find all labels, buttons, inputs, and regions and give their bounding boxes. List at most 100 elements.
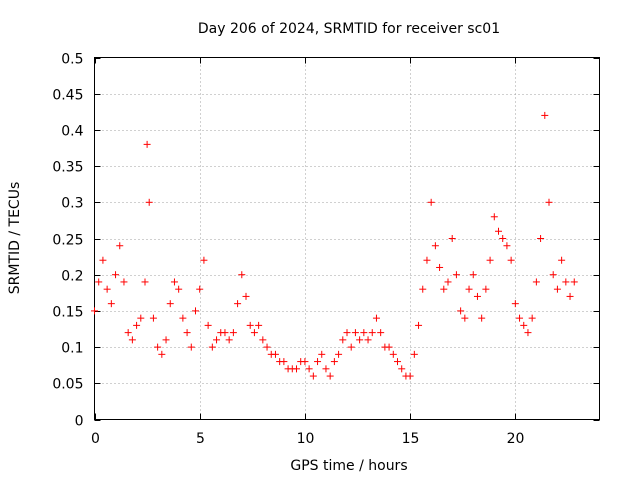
data-point: [175, 285, 183, 293]
grid: [94, 57, 600, 420]
x-tick-label: 0: [91, 431, 100, 447]
data-point: [423, 256, 431, 264]
y-tick-label: 0.05: [52, 377, 83, 393]
data-point: [566, 292, 574, 300]
data-point: [158, 350, 166, 358]
data-point: [465, 285, 473, 293]
data-point: [558, 256, 566, 264]
data-point: [238, 271, 246, 279]
data-point: [141, 278, 149, 286]
data-point: [99, 256, 107, 264]
data-points: [91, 111, 578, 380]
data-point: [200, 256, 208, 264]
data-point: [166, 300, 174, 308]
y-tick-labels: 0 0.05 0.1 0.15 0.2 0.25 0.3 0.35 0.4 0.45 0.5: [52, 52, 83, 430]
data-point: [398, 365, 406, 373]
plot-frame: [94, 57, 600, 420]
x-axis-label: GPS time / hours: [290, 458, 407, 474]
data-point: [356, 336, 364, 344]
data-point: [305, 365, 313, 373]
data-point: [162, 336, 170, 344]
data-point: [318, 350, 326, 358]
data-point: [461, 314, 469, 322]
data-point: [95, 278, 103, 286]
data-point: [415, 321, 423, 329]
data-point: [213, 336, 221, 344]
y-tick-label: 0: [75, 414, 84, 430]
data-point: [204, 321, 212, 329]
data-point: [263, 343, 271, 351]
data-point: [221, 329, 229, 337]
data-point: [183, 329, 191, 337]
data-point: [225, 336, 233, 344]
data-point: [440, 285, 448, 293]
data-point: [360, 329, 368, 337]
data-point: [406, 372, 414, 380]
data-point: [179, 314, 187, 322]
axis-ticks: [94, 57, 600, 421]
data-point: [120, 278, 128, 286]
data-point: [516, 314, 524, 322]
data-point: [549, 271, 557, 279]
data-point: [419, 285, 427, 293]
y-tick-label: 0.1: [61, 341, 83, 357]
data-point: [259, 336, 267, 344]
data-point: [154, 343, 162, 351]
data-point: [246, 321, 254, 329]
data-point: [192, 307, 199, 315]
data-point: [427, 198, 435, 206]
data-point: [457, 307, 465, 315]
data-point: [495, 227, 502, 235]
data-point: [452, 271, 460, 279]
y-tick-label: 0.3: [61, 196, 83, 212]
data-point: [149, 314, 157, 322]
data-point: [116, 242, 124, 250]
data-point: [187, 343, 195, 351]
data-point: [229, 329, 237, 337]
data-point: [143, 140, 151, 148]
data-point: [444, 278, 452, 286]
data-point: [372, 314, 380, 322]
x-tick-labels: 0 5 10 15 20: [91, 431, 524, 447]
data-point: [196, 285, 204, 293]
data-point: [389, 350, 397, 358]
data-point: [309, 372, 317, 380]
data-point: [234, 300, 242, 308]
data-point: [503, 242, 511, 250]
y-tick-label: 0.2: [61, 269, 83, 285]
data-point: [124, 329, 132, 337]
data-point: [343, 329, 351, 337]
y-tick-label: 0.25: [52, 233, 83, 249]
data-point: [255, 321, 263, 329]
data-point: [242, 292, 250, 300]
data-point: [112, 271, 120, 279]
data-point: [133, 321, 141, 329]
data-point: [330, 358, 338, 366]
data-point: [293, 365, 300, 373]
data-point: [394, 358, 401, 366]
data-point: [570, 278, 578, 286]
data-point: [541, 111, 549, 119]
data-point: [385, 343, 393, 351]
data-point: [91, 307, 98, 315]
data-point: [436, 263, 444, 271]
data-point: [271, 350, 279, 358]
data-point: [368, 329, 376, 337]
y-tick-label: 0.4: [61, 124, 83, 140]
data-point: [490, 213, 498, 221]
y-tick-label: 0.35: [52, 160, 83, 176]
data-point: [532, 278, 540, 286]
data-point: [507, 256, 515, 264]
data-point: [482, 285, 490, 293]
x-tick-label: 15: [402, 431, 420, 447]
data-point: [469, 271, 477, 279]
data-point: [410, 350, 418, 358]
data-point: [431, 242, 439, 250]
y-tick-label: 0.15: [52, 305, 83, 321]
data-point: [339, 336, 347, 344]
data-point: [511, 300, 519, 308]
data-point: [145, 198, 153, 206]
data-point: [486, 256, 494, 264]
data-point: [553, 285, 561, 293]
data-point: [137, 314, 145, 322]
